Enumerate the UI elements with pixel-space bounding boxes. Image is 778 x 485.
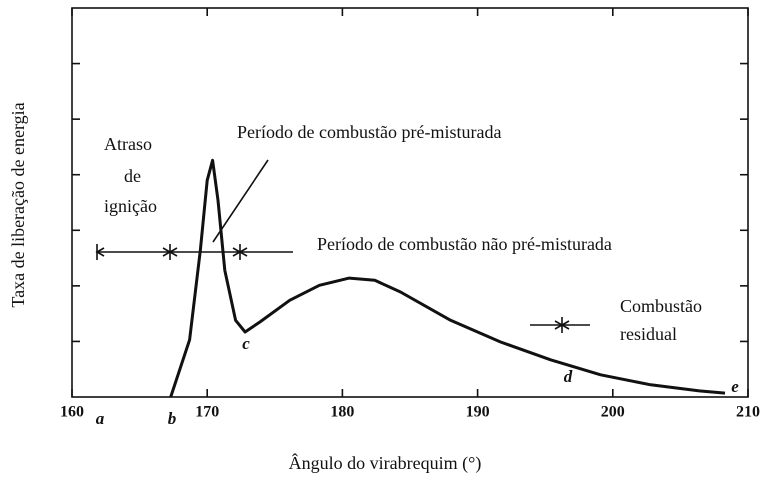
annotation: Atraso	[104, 134, 152, 154]
annotation: Período de combustão não pré-misturada	[317, 234, 612, 254]
annotation: Combustão	[620, 296, 702, 316]
point-letter: a	[96, 409, 105, 428]
x-tick-label: 190	[466, 404, 490, 421]
x-tick-label: 170	[195, 404, 219, 421]
y-axis-label: Taxa de liberação de energia	[8, 102, 28, 307]
x-axis-label: Ângulo do virabrequim (°)	[289, 452, 482, 474]
x-tick-label: 160	[60, 404, 84, 421]
x-tick-label: 200	[601, 404, 625, 421]
x-tick-label: 180	[330, 404, 354, 421]
point-letter: c	[242, 334, 250, 353]
annotation: residual	[620, 324, 677, 344]
curve	[169, 158, 726, 398]
annotation: ignição	[104, 196, 157, 216]
plot-frame	[71, 7, 749, 398]
annotation: Período de combustão pré-misturada	[237, 122, 501, 142]
interval-arrows	[95, 159, 590, 333]
x-tick-label: 210	[736, 404, 760, 421]
point-letter: d	[564, 367, 573, 386]
annotation: de	[124, 166, 141, 186]
point-letter: b	[168, 409, 177, 428]
point-letter: e	[731, 377, 739, 396]
